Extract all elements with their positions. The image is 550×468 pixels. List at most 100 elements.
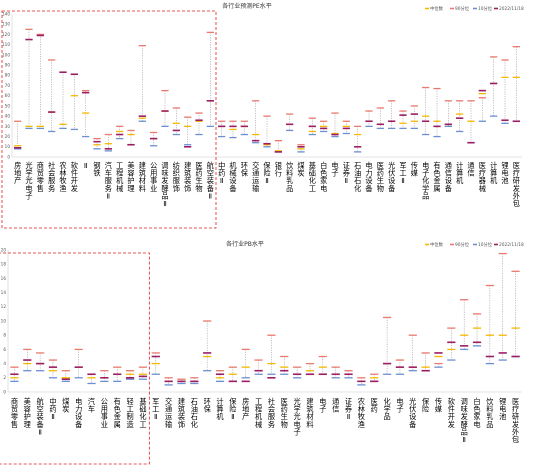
category-label: 房地产 <box>14 161 21 185</box>
category-label: 锂电池 <box>499 397 506 421</box>
y-tick-label: 16 <box>1 276 7 281</box>
category-label: 环保 <box>241 161 249 178</box>
highlight-box <box>0 252 150 465</box>
y-tick-label: 18 <box>1 262 7 267</box>
category-label: 计算机 <box>216 397 224 421</box>
category-label: 公用事业 <box>101 397 108 429</box>
category-label: 汽车 <box>88 397 95 414</box>
legend-entry: 2022/11/18 <box>499 6 524 12</box>
category-label: 银行 <box>275 161 282 178</box>
category-label: 钢铁 <box>93 161 100 178</box>
category-label: 光伏设备 <box>388 161 395 193</box>
category-label: 医疗研发外包 <box>513 161 520 208</box>
chart-title: 各行业预测PE水平 <box>222 2 271 10</box>
category-label: 军工 Ⅱ <box>152 397 159 421</box>
category-label: 传媒 <box>411 161 418 178</box>
category-label: 证券 Ⅱ <box>345 397 352 421</box>
y-tick-label: 2 <box>3 375 6 380</box>
category-label: 商贸零售 <box>37 161 44 193</box>
category-label: 基础化工 <box>139 397 146 429</box>
category-label: 光学光电子 <box>25 161 32 200</box>
legend-entry: 中位数 <box>430 5 444 12</box>
legend-entry: 90分位 <box>455 5 470 12</box>
y-tick-label: 0 <box>3 389 6 394</box>
category-label: 通信 <box>332 397 339 414</box>
category-label: 证券 Ⅱ <box>343 161 350 185</box>
chart-title: 各行业PB水平 <box>226 240 264 248</box>
chart-1: 各行业预测PE水平 中位数 90分位 10分位 2022/11/18 0 10 20 30 40 5… <box>1 2 524 229</box>
y-tick-label: 90 <box>5 62 11 67</box>
category-label: 计算机 <box>456 161 464 185</box>
category-label: 机械设备 <box>229 161 237 193</box>
y-tick-label: 120 <box>2 32 10 37</box>
category-label: 建筑材料 <box>306 397 313 429</box>
y-tick-label: 100 <box>2 52 10 57</box>
legend-entry: 中位数 <box>430 241 444 248</box>
category-label: 工程机械 <box>255 397 263 429</box>
category-label: 煤炭 <box>62 397 69 414</box>
category-label: 电子 <box>331 161 338 178</box>
y-tick-label: 140 <box>2 11 10 16</box>
category-label: 软件开发 <box>448 397 455 429</box>
category-label: 商贸零售 <box>11 397 18 429</box>
category-label: 航空装备 Ⅱ <box>37 397 44 436</box>
category-label: 通信 <box>467 161 474 178</box>
y-tick-label: 70 <box>5 83 11 88</box>
category-label: 光伏设备 <box>409 397 416 429</box>
y-tick-label: 60 <box>5 93 11 98</box>
y-tick-label: 4 <box>3 361 6 366</box>
category-label: 建筑材料 <box>139 161 146 193</box>
y-tick-label: 12 <box>1 304 7 309</box>
category-label: 白色家电 <box>473 397 480 429</box>
category-label: 有色金属 <box>433 161 440 193</box>
category-label: 社会服务 <box>268 397 275 429</box>
category-label: 轻工制造 <box>126 397 133 429</box>
category-label: 电力设备 <box>365 161 372 193</box>
category-label: 计算机 <box>490 161 498 185</box>
category-label: 军工 Ⅱ <box>399 161 406 185</box>
category-label: 通信设备 <box>445 161 452 193</box>
category-label: 保险 Ⅱ <box>263 161 271 185</box>
y-tick-label: 14 <box>1 290 7 295</box>
category-label: 饮料乳品 <box>286 161 294 193</box>
category-label: 化学品 <box>383 397 390 421</box>
y-tick-label: 8 <box>3 333 6 338</box>
category-label: 石油石化 <box>191 397 198 429</box>
category-label: 基础化工 <box>309 161 316 193</box>
category-label: 医药生物 <box>377 161 384 193</box>
legend-entry: 10分位 <box>478 241 493 248</box>
category-label: 农林牧渔 <box>59 161 66 193</box>
category-label: 汽车服务 Ⅱ <box>105 161 112 200</box>
category-label: 医药生物 <box>281 397 288 429</box>
category-label: Ⅱ <box>84 161 88 170</box>
y-tick-label: 10 <box>1 318 7 323</box>
category-label: 交通运输 <box>165 397 172 429</box>
category-label: 农林牧渔 <box>358 397 365 429</box>
category-label: 环保 <box>204 397 212 414</box>
category-label: 调味发酵品 Ⅱ <box>461 397 468 444</box>
category-label: 社会服务 <box>48 161 55 193</box>
y-tick-label: 50 <box>5 103 11 108</box>
category-label: 医药生物 <box>195 161 202 193</box>
y-tick-label: 30 <box>5 124 11 129</box>
category-label: 公用事业 <box>150 161 157 193</box>
category-label: 调味发酵品 Ⅱ <box>161 161 168 208</box>
category-label: 医疗器械 <box>479 161 486 193</box>
y-tick-label: 6 <box>3 347 6 352</box>
category-label: 医药 <box>371 397 378 414</box>
category-label: 工程机械 <box>116 161 124 193</box>
category-label: 交通运输 <box>252 161 259 193</box>
y-tick-label: 0 <box>7 154 10 159</box>
category-label: 电子化学品 <box>422 161 429 200</box>
category-label: 建筑装饰 <box>178 397 185 429</box>
chart-2: 各行业PB水平 中位数 90分位 10分位 2022/11/18 0 2 4 6 8 10 12 14 1… <box>0 240 524 465</box>
category-label: 电力设备 <box>75 397 82 429</box>
legend-entry: 90分位 <box>455 241 470 248</box>
category-label: 传媒 <box>435 397 442 414</box>
legend-entry: 2022/11/18 <box>499 242 524 248</box>
category-label: 光学光电子 <box>294 397 301 436</box>
y-tick-label: 10 <box>5 144 11 149</box>
y-tick-label: 20 <box>1 247 7 252</box>
category-label: 电子 <box>319 397 326 414</box>
